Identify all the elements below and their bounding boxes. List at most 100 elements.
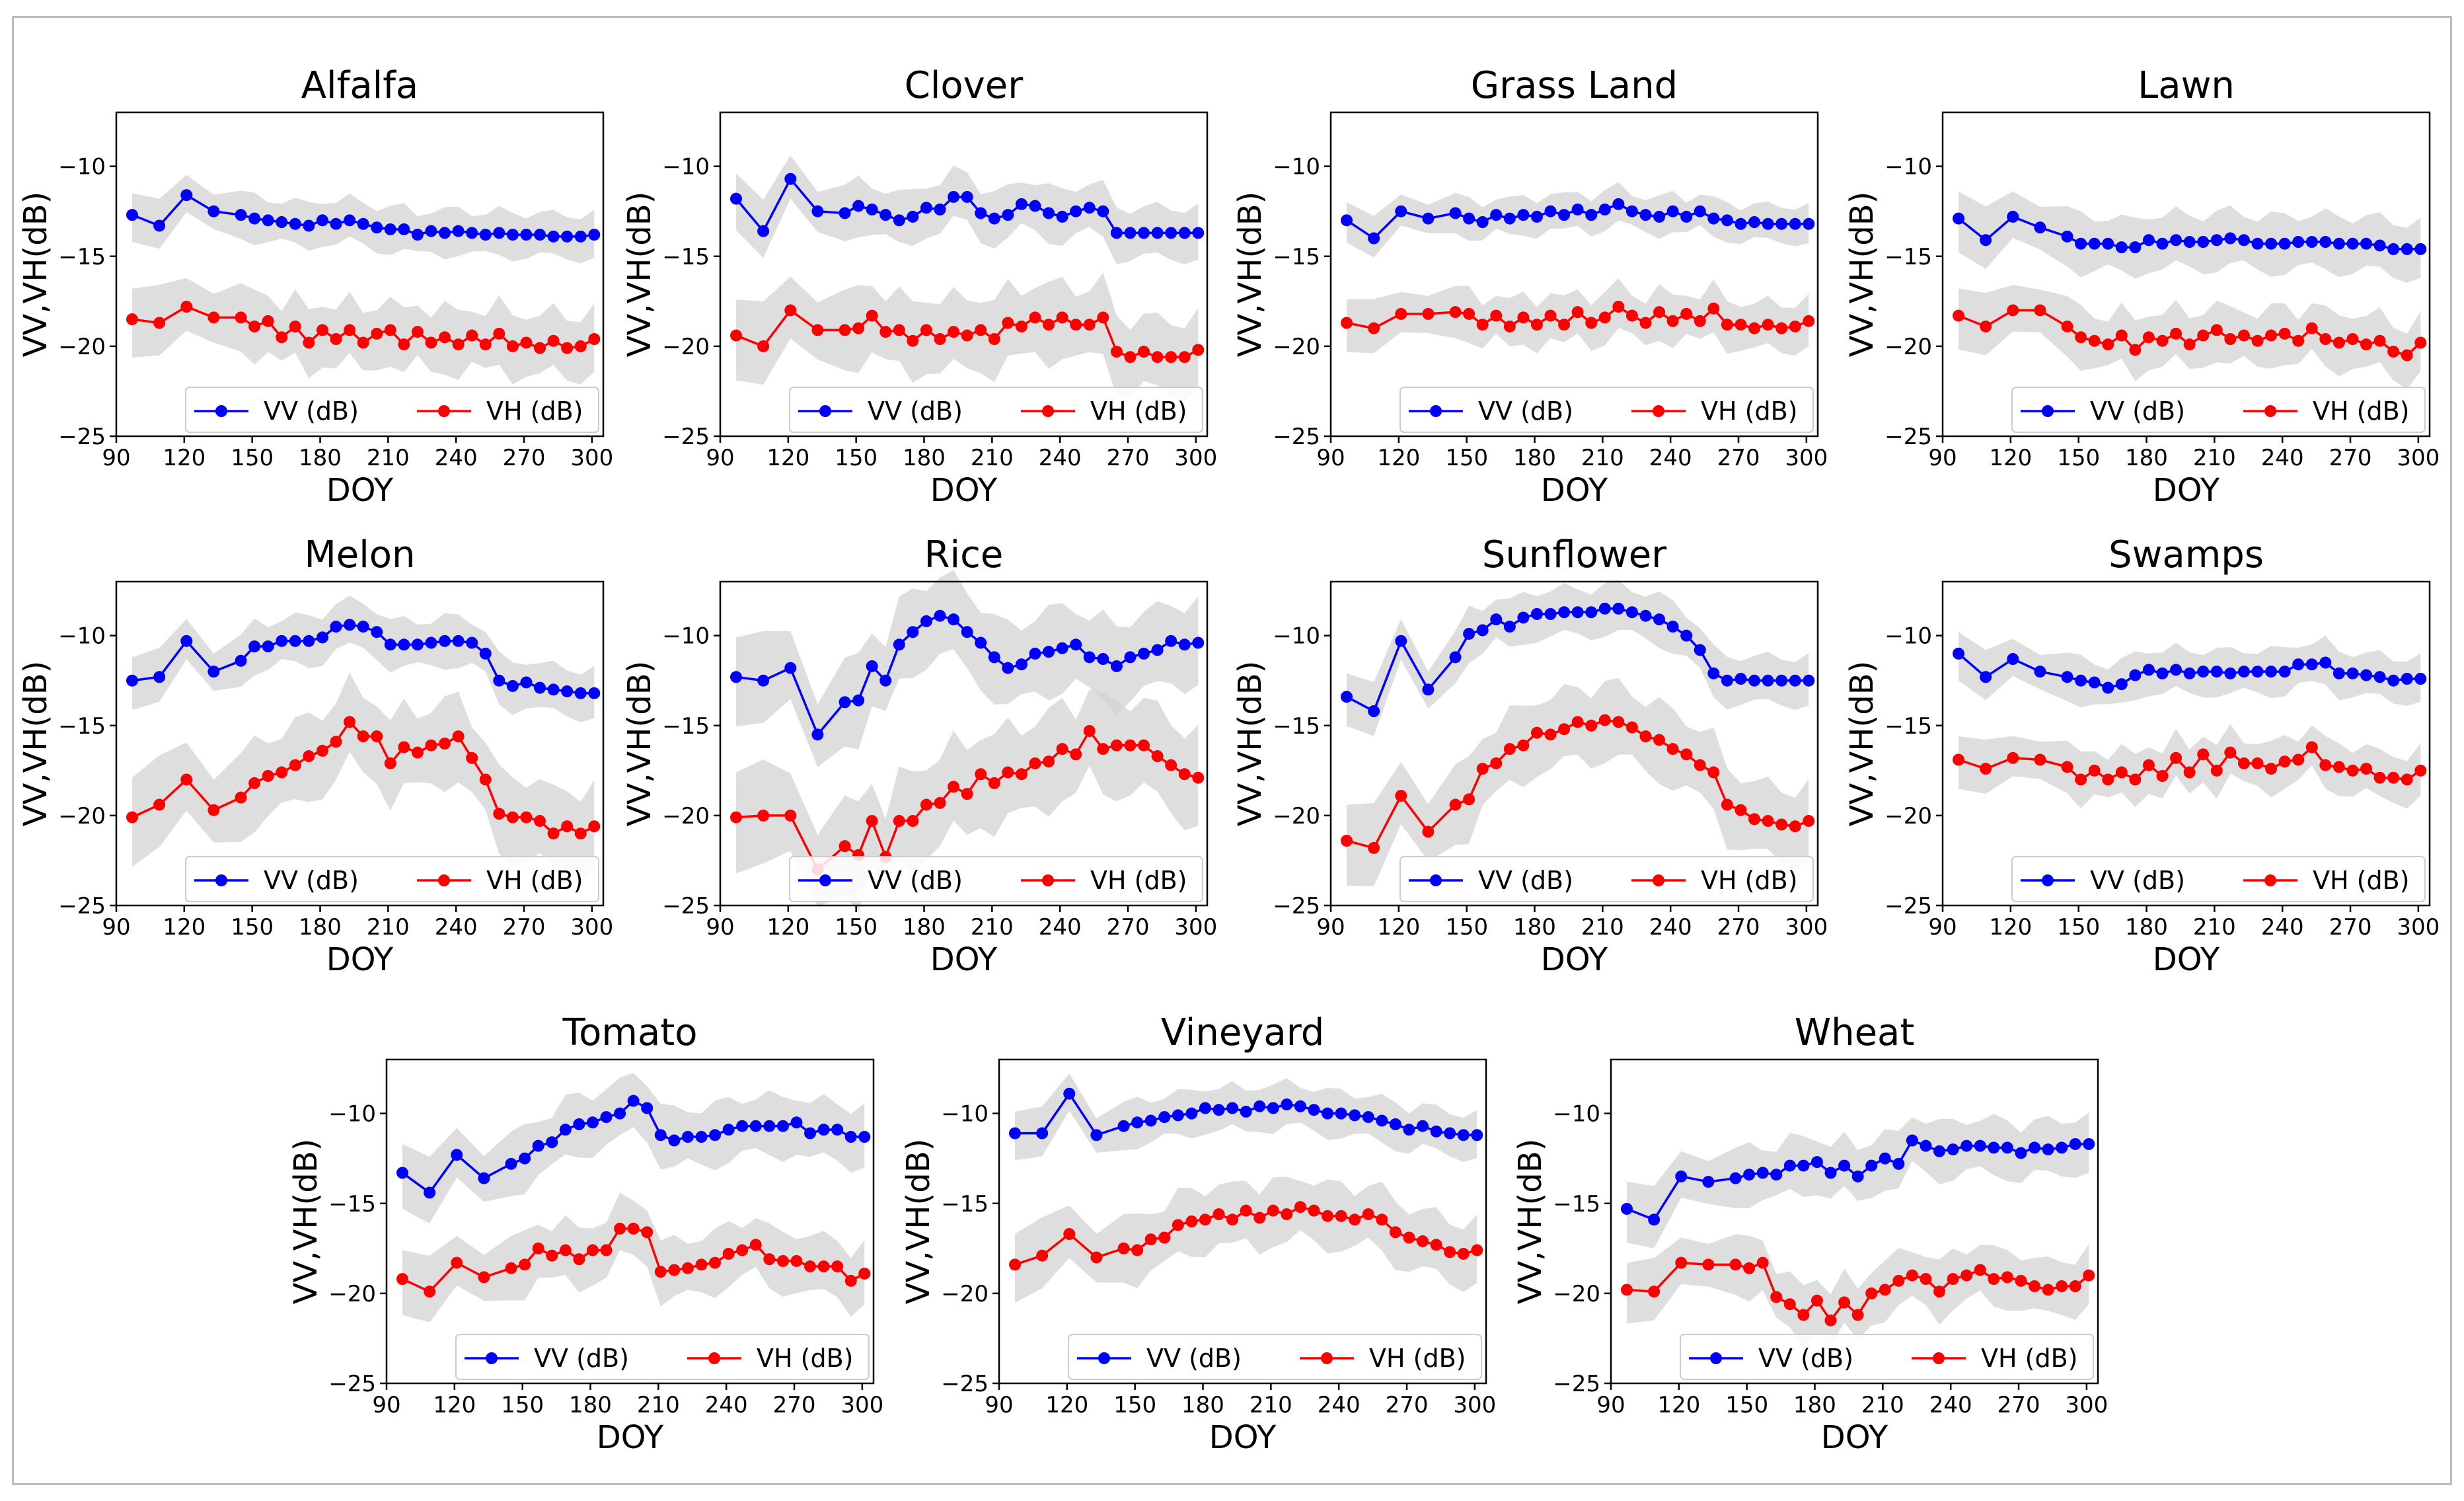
data-point-vv — [817, 1124, 830, 1136]
x-tick-label: 300 — [570, 914, 613, 941]
x-tick-label: 300 — [1785, 914, 1828, 941]
x-tick-label: 210 — [1581, 914, 1624, 941]
data-point-vv — [1063, 1087, 1076, 1100]
data-point-vh — [736, 1244, 749, 1256]
legend-marker-vv — [819, 405, 831, 417]
data-point-vh — [2305, 322, 2318, 334]
data-point-vv — [316, 631, 328, 644]
data-point-vv — [289, 217, 301, 230]
data-point-vh — [2183, 338, 2196, 351]
data-point-vh — [1571, 306, 1584, 319]
data-point-vv — [520, 676, 533, 689]
data-point-vh — [1151, 750, 1164, 763]
data-point-vh — [2102, 338, 2114, 351]
x-axis-label: DOY — [326, 472, 394, 509]
data-point-vv — [2251, 237, 2264, 250]
data-point-vh — [1449, 306, 1462, 319]
x-tick-label: 300 — [1453, 1392, 1496, 1418]
data-point-vh — [1368, 322, 1380, 334]
axes-frame — [1941, 580, 2431, 907]
data-point-vv — [2156, 237, 2169, 250]
data-point-vh — [1952, 753, 1964, 766]
variability-band-vv — [1346, 580, 1809, 736]
data-point-vv — [1110, 227, 1123, 239]
x-tick-label: 240 — [2261, 914, 2304, 941]
y-tick-label: −15 — [1885, 713, 1932, 740]
data-point-vh — [1735, 804, 1747, 816]
legend-marker-vv — [1430, 874, 1442, 886]
y-tick-label: −10 — [1273, 154, 1320, 180]
data-point-vh — [1960, 1269, 1973, 1282]
legend-box — [789, 856, 1203, 902]
data-point-vh — [1748, 813, 1761, 826]
data-point-vv — [1240, 1105, 1252, 1118]
data-point-vv — [1503, 621, 1516, 633]
data-point-vv — [1558, 606, 1571, 619]
data-point-vv — [384, 223, 396, 235]
data-point-vv — [729, 671, 742, 683]
y-tick-label: −10 — [1885, 623, 1932, 650]
subplot-grass-land: Grass Land VV (dB) VH (dB) 90 120 150 180 210 24… — [1232, 64, 1828, 509]
data-point-vv — [839, 696, 851, 709]
data-point-vv — [2115, 678, 2128, 691]
data-point-vh — [2360, 763, 2373, 775]
data-point-vh — [2237, 329, 2250, 342]
data-point-vv — [1070, 638, 1082, 651]
x-tick-label: 270 — [2329, 445, 2372, 471]
data-point-vh — [1721, 319, 1733, 331]
data-point-vh — [2210, 764, 2223, 777]
data-point-vh — [451, 1256, 463, 1269]
data-point-vv — [907, 626, 919, 638]
data-point-vh — [1675, 1256, 1688, 1269]
data-point-vv — [398, 223, 410, 235]
legend-marker-vh — [1042, 874, 1054, 886]
data-point-vh — [316, 324, 328, 336]
variability-band-vv — [1014, 1073, 1477, 1163]
data-point-vh — [2251, 757, 2264, 769]
data-point-vv — [1131, 1116, 1144, 1129]
data-point-vh — [1178, 768, 1191, 781]
data-point-vv — [975, 207, 987, 219]
x-tick-label: 210 — [367, 445, 410, 471]
x-tick-label: 240 — [435, 445, 478, 471]
legend-marker-vh — [2264, 874, 2276, 886]
data-point-vv — [1158, 1111, 1171, 1124]
data-point-vv — [2029, 1141, 2041, 1154]
data-point-vh — [2197, 329, 2210, 342]
x-tick-label: 240 — [705, 1392, 748, 1418]
data-point-vv — [1422, 683, 1435, 696]
data-point-vv — [2333, 667, 2345, 679]
data-point-vh — [1625, 721, 1638, 734]
data-point-vh — [1471, 1244, 1483, 1256]
data-point-vh — [1598, 311, 1611, 324]
data-point-vv — [1707, 667, 1720, 679]
data-point-vv — [790, 1116, 803, 1129]
data-point-vv — [1043, 646, 1055, 658]
data-point-vv — [1503, 212, 1516, 225]
data-point-vh — [1449, 798, 1462, 811]
data-point-vh — [411, 326, 424, 338]
data-point-vv — [505, 1157, 517, 1170]
data-point-vv — [1322, 1107, 1334, 1120]
y-tick-label: −25 — [941, 1371, 989, 1397]
legend-label-vv: VV (dB) — [1146, 1344, 1242, 1373]
data-point-vh — [1043, 755, 1055, 768]
legend-marker-vh — [1653, 405, 1664, 417]
data-point-vv — [1947, 1143, 1959, 1156]
y-tick-label: −10 — [58, 623, 106, 650]
data-point-vv — [654, 1129, 667, 1141]
data-point-vh — [425, 739, 437, 751]
data-point-vv — [276, 216, 288, 229]
data-point-vh — [1974, 1264, 1986, 1276]
y-tick-label: −15 — [1885, 244, 1932, 270]
data-point-vv — [784, 662, 797, 674]
data-point-vh — [681, 1262, 694, 1274]
data-point-vv — [2056, 1141, 2068, 1154]
data-point-vv — [561, 685, 574, 698]
data-point-vh — [371, 730, 383, 743]
data-point-vh — [561, 342, 574, 354]
x-tick-label: 180 — [2125, 914, 2168, 941]
data-point-vh — [1376, 1213, 1388, 1226]
legend-box — [455, 1334, 870, 1380]
data-point-vh — [1947, 1273, 1959, 1286]
